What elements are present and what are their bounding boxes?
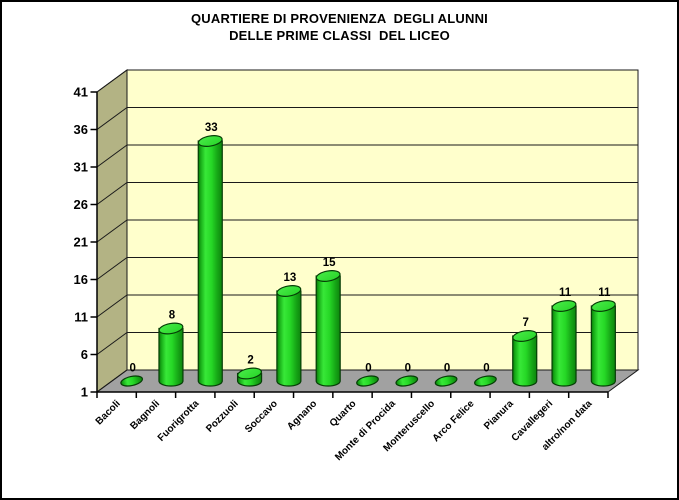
y-axis-tick-label: 36 [74, 122, 88, 137]
bar-value-label: 11 [559, 287, 572, 299]
cylinder-bar-pianura [512, 330, 538, 387]
cylinder-top [315, 270, 341, 282]
x-axis-category-label: Quarto [328, 398, 359, 429]
cylinder-top [158, 322, 184, 335]
x-axis-category-label: Pianura [482, 398, 516, 432]
y-axis-tick-label: 41 [74, 85, 88, 100]
y-axis-tick-label: 6 [81, 347, 88, 362]
cylinder-top [512, 330, 538, 342]
cylinder-bar-agnano [315, 270, 341, 387]
x-axis-category-label: Agnano [285, 398, 319, 432]
y-axis-tick-label: 11 [74, 310, 88, 325]
cylinder-bar-quarto [356, 375, 379, 387]
bar-value-label: 33 [205, 122, 218, 134]
cylinder-body [590, 305, 616, 387]
x-axis-category-label: Bagnoli [128, 398, 162, 432]
cylinder-body [512, 335, 538, 387]
cylinder-top [237, 367, 263, 380]
cylinder-bar-pozzuoli [236, 367, 263, 387]
chart-title-line-1: QUARTIERE DI PROVENIENZA DEGLI ALUNNI [191, 11, 488, 26]
chart-title: QUARTIERE DI PROVENIENZA DEGLI ALUNNI DE… [2, 10, 677, 44]
cylinder-body [551, 305, 577, 387]
bar-value-label: 15 [323, 257, 336, 269]
cylinder-body [158, 327, 184, 387]
cylinder-flat-disc [434, 375, 458, 387]
gridline-side [96, 144, 128, 168]
bar-value-label: 0 [444, 363, 450, 375]
gridline-side [96, 182, 128, 205]
x-axis-category-label: Fuorigrotta [156, 398, 202, 444]
bar-value-label: 2 [247, 355, 253, 367]
cylinder-bar-bacoli [120, 375, 144, 387]
cylinder-top [590, 300, 616, 312]
x-axis-category-label: Bacoli [94, 398, 123, 427]
x-axis-category-label: Soccavo [243, 398, 280, 435]
x-axis-category-label: Pozzuoli [204, 398, 241, 435]
bar-value-label: 0 [129, 363, 135, 375]
bar-value-label: 8 [169, 310, 176, 322]
y-axis-tick-label: 31 [74, 160, 88, 175]
cylinder-bar-fuorigrotta [197, 135, 223, 387]
y-axis-tick-label: 21 [74, 235, 88, 250]
gridline-side [96, 369, 128, 393]
cylinder-bar-soccavo [276, 285, 302, 387]
cylinder-top [276, 285, 302, 297]
cylinder-body [276, 290, 302, 387]
cylinder-body [315, 275, 341, 387]
gridline-side [96, 69, 128, 93]
cylinder-bar-arco-felice [474, 375, 497, 387]
y-axis-tick-label: 16 [74, 272, 88, 287]
cylinder-bar-altro-non-data [590, 300, 616, 387]
cylinder-flat-disc [395, 375, 419, 387]
cylinder-bar-monteruscello [434, 375, 458, 387]
chart-title-line-2: DELLE PRIME CLASSI DEL LICEO [229, 28, 450, 43]
cylinder-body [197, 140, 223, 387]
bar-value-label: 0 [405, 363, 411, 375]
cylinder-bar-bagnoli [158, 322, 184, 387]
bar-value-label: 0 [483, 363, 489, 375]
bar-value-label: 11 [598, 287, 611, 299]
bar-value-label: 13 [283, 272, 296, 284]
cylinder-flat-disc [474, 375, 497, 387]
bar-value-label: 0 [365, 363, 371, 375]
cylinder-flat-disc [120, 375, 144, 387]
gridline-side [96, 257, 128, 280]
cylinder-bar-monte-di-procida [395, 375, 419, 387]
gridline-side [96, 219, 128, 243]
gridline-side [96, 107, 128, 130]
gridline-side [96, 294, 128, 318]
x-axis-category-label: Arco Felice [431, 398, 477, 444]
y-axis-tick-label: 26 [74, 197, 88, 212]
cylinder-top [551, 300, 577, 312]
bar-value-label: 7 [523, 317, 529, 329]
y-axis-tick-label: 1 [81, 385, 88, 400]
cylinder-bar-cavallegeri [551, 300, 577, 387]
gridline-side [96, 332, 128, 355]
cylinder-flat-disc [356, 375, 379, 387]
cylinder-top [197, 135, 223, 147]
